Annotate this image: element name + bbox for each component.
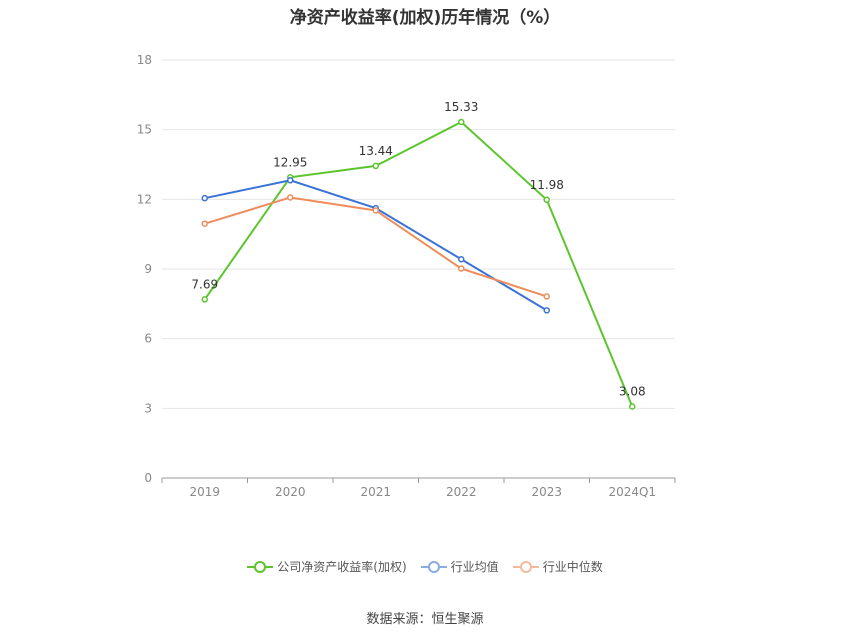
data-label: 13.44 [359, 144, 393, 158]
data-point [201, 194, 208, 202]
data-labels: 7.69 12.95 13.44 15.33 11.98 3.08 [191, 100, 645, 398]
legend-swatch [512, 560, 539, 574]
legend-swatch [420, 560, 447, 574]
data-point [458, 265, 465, 272]
x-tick-label: 2022 [446, 485, 477, 499]
data-label: 11.98 [530, 178, 564, 192]
y-tick-label: 15 [137, 123, 152, 137]
data-point [543, 293, 550, 300]
data-point [201, 220, 208, 227]
y-tick-label: 9 [144, 262, 152, 276]
data-point [543, 307, 550, 314]
data-label: 7.69 [191, 277, 218, 291]
chart-title: 净资产收益率(加权)历年情况（%） [289, 8, 561, 28]
y-tick-label: 3 [144, 401, 152, 415]
x-tick-label: 2021 [360, 485, 391, 499]
axes: 0 3 6 9 12 15 18 2019 2020 2021 2022 2023 2024Q1 [137, 53, 676, 499]
data-point [458, 255, 465, 263]
data-point [287, 177, 294, 184]
data-label: 12.95 [273, 155, 307, 169]
data-point [287, 194, 294, 201]
data-point [629, 403, 636, 410]
legend-swatch [247, 560, 274, 574]
source-note: 数据来源：恒生聚源 [366, 612, 484, 627]
grid-lines [162, 59, 675, 409]
x-tick-label: 2024Q1 [608, 485, 656, 499]
x-tick-label: 2023 [531, 485, 562, 499]
x-tick-label: 2020 [275, 485, 306, 499]
data-point [372, 162, 379, 170]
data-point [543, 196, 550, 204]
y-tick-label: 12 [137, 192, 152, 206]
legend-label: 行业均值 [450, 560, 499, 574]
series-lines [201, 118, 636, 410]
data-point [458, 118, 465, 126]
legend-label: 行业中位数 [542, 560, 603, 574]
y-tick-label: 6 [144, 332, 152, 346]
y-tick-label: 18 [137, 53, 152, 67]
legend-item[interactable]: 公司净资产收益率(加权) [247, 558, 407, 575]
series-line [203, 120, 634, 407]
data-point [372, 207, 379, 214]
x-tick-label: 2019 [189, 485, 220, 499]
data-label: 3.08 [619, 384, 646, 398]
data-point [201, 296, 208, 303]
legend-item[interactable]: 行业均值 [420, 558, 499, 575]
legend: 公司净资产收益率(加权) 行业均值 行业中位数 [0, 558, 850, 575]
data-label: 15.33 [444, 100, 478, 114]
legend-label: 公司净资产收益率(加权) [277, 560, 407, 574]
legend-item[interactable]: 行业中位数 [512, 558, 603, 575]
y-tick-label: 0 [144, 471, 152, 485]
